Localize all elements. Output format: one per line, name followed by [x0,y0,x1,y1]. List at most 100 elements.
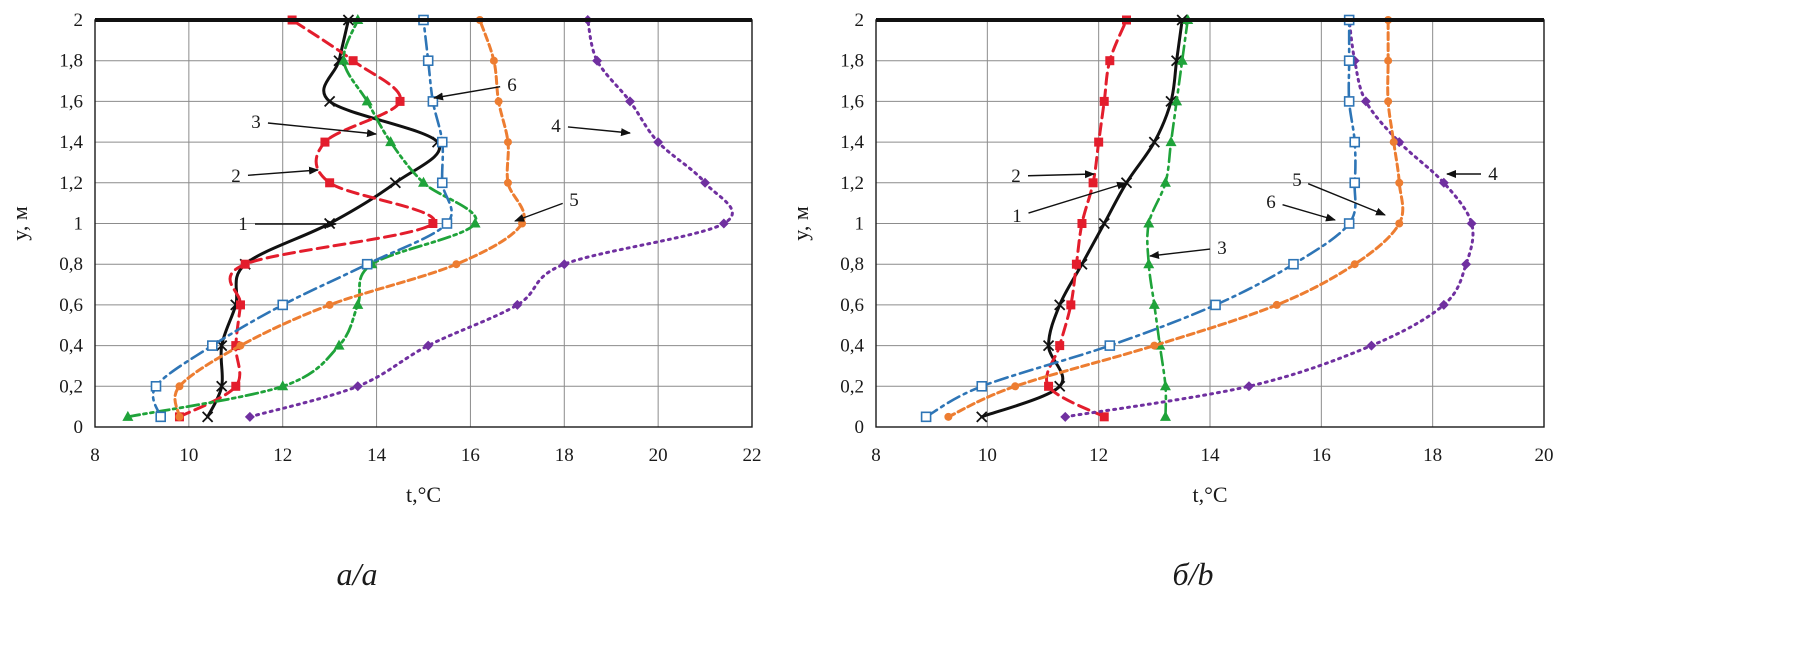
y-tick-label: 1,4 [840,132,864,153]
x-axis-label: t,°C [1192,482,1227,507]
data-point-marker [277,380,289,391]
data-point-marker [231,381,241,391]
data-point-marker [1099,96,1109,106]
x-tick-label: 20 [1535,445,1554,466]
curve-label: 5 [569,190,579,211]
series-group [122,14,734,423]
x-tick-label: 8 [90,445,100,466]
series-4 [1060,15,1477,422]
data-point-marker [503,138,512,147]
data-point-marker [1395,178,1404,187]
y-tick-label: 0,2 [840,376,864,397]
data-point-marker [1438,177,1449,188]
data-point-marker [1389,138,1398,147]
data-point-marker [175,382,184,391]
data-point-marker [441,218,453,229]
x-tick-label: 12 [273,445,292,466]
data-point-marker [1159,380,1171,391]
data-point-marker [1343,218,1355,229]
annotation-arrow [1282,204,1336,222]
data-point-marker [418,176,429,187]
y-tick-label: 1 [855,214,865,235]
x-tick-labels: 8 10 12 14 16 18 20 22 [90,445,761,466]
series-line [173,18,526,419]
data-point-marker [1042,339,1055,352]
data-point-marker [1055,341,1065,351]
series-3 [1143,14,1194,421]
data-point-marker [469,217,481,228]
y-tick-label: 0 [855,417,865,438]
data-point-marker [1176,54,1188,65]
x-tick-label: 22 [743,445,762,466]
curve-label: 6 [1266,192,1276,213]
x-tick-label: 10 [179,445,198,466]
annotation-arrow [433,85,501,101]
data-point-marker [1066,300,1076,310]
data-point-marker [1349,136,1361,148]
annotations: 1 2 3 4 56 [1011,164,1498,259]
y-tick-labels: 0 0,2 0,4 0,6 0,8 1 1,2 1,4 1,6 1,8 2 [59,10,83,438]
data-point-marker [976,411,988,423]
data-point-marker [122,410,134,421]
data-point-marker [1395,219,1404,228]
data-point-marker [150,380,162,392]
annotation-arrow [1307,183,1386,216]
y-tick-label: 0 [74,417,84,438]
annotation-arrow [247,166,319,176]
data-point-marker [361,95,373,106]
series-line [1063,18,1475,419]
data-point-marker [385,136,397,147]
data-point-marker [1288,258,1299,270]
data-point-marker [338,54,350,65]
grid-lines [875,19,1545,428]
data-point-marker [489,56,498,65]
data-point-marker [352,381,363,392]
y-tick-label: 1,6 [840,91,864,112]
annotation-arrow [1028,181,1127,214]
chart-panel-b: 8 10 12 14 16 18 20 00,20,40,60,811,21,41,61,8… [788,10,1554,592]
curve-label: 1 [1012,206,1022,227]
data-point-marker [976,380,988,392]
series-6 [150,14,453,423]
series-2 [1044,15,1131,422]
data-point-marker [333,339,345,350]
annotation-arrow [1027,170,1095,179]
data-point-marker [240,259,250,269]
series-line [924,18,1357,419]
data-point-marker [348,56,358,66]
data-point-marker [653,137,664,148]
data-point-marker [1350,260,1359,269]
x-tick-label: 18 [555,445,574,466]
x-tick-label: 16 [1312,445,1331,466]
data-point-marker [427,96,439,107]
data-point-marker [231,341,241,351]
data-point-marker [325,178,335,188]
data-point-marker [1343,96,1355,107]
data-point-marker [1366,340,1377,351]
data-point-marker [1094,137,1104,147]
x-tick-label: 16 [461,445,480,466]
data-point-marker [175,412,184,421]
data-point-marker [1105,56,1115,66]
data-point-marker [428,219,438,228]
data-point-marker [1098,217,1110,230]
y-tick-label: 0,4 [840,336,864,357]
series-line [126,18,478,419]
data-point-marker [920,411,932,423]
y-tick-label: 2 [855,10,865,31]
data-point-marker [1171,95,1183,106]
series-line [151,18,453,419]
series-5 [944,16,1405,421]
data-point-marker [1148,298,1160,309]
data-point-marker [1384,97,1393,106]
annotation-arrow [514,202,563,222]
y-tick-label: 1,4 [59,132,83,153]
data-point-marker [436,136,448,148]
data-point-marker [236,341,245,350]
series-group [920,14,1477,423]
data-point-marker [718,218,729,229]
data-point-marker [1054,299,1066,311]
data-point-marker [155,411,166,423]
data-point-marker [624,96,635,107]
data-point-marker [1011,382,1020,391]
